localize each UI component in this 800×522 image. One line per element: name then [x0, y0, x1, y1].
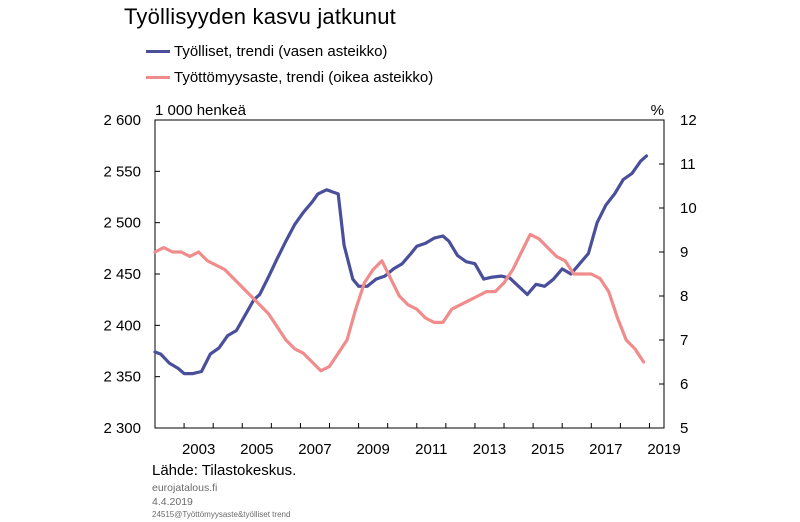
site-name: eurojatalous.fi — [152, 482, 218, 494]
series-line-unemployment — [153, 232, 646, 373]
x-tick-label: 2003 — [182, 441, 215, 458]
x-tick-label: 2017 — [589, 441, 622, 458]
left-tick-label: 2 400 — [103, 317, 141, 334]
right-tick-label: 5 — [680, 420, 688, 437]
legend-label-unemployment: Työttömyysaste, trendi (oikea asteikko) — [174, 68, 434, 86]
x-tick-label: 2009 — [356, 441, 389, 458]
x-tick-label: 2013 — [473, 441, 506, 458]
x-tick-label: 2007 — [298, 441, 331, 458]
right-tick-label: 7 — [680, 332, 688, 349]
legend-swatch-employed — [146, 49, 170, 53]
source-note: Lähde: Tilastokeskus. — [152, 462, 297, 479]
legend-item-unemployment: Työttömyysaste, trendi (oikea asteikko) — [146, 66, 433, 88]
publish-date: 4.4.2019 — [152, 496, 193, 508]
x-tick-label: 2005 — [240, 441, 273, 458]
series-line-employed — [153, 154, 649, 376]
legend-label-employed: Työlliset, trendi (vasen asteikko) — [174, 42, 388, 60]
right-tick-label: 11 — [680, 156, 696, 173]
right-tick-label: 8 — [680, 288, 688, 305]
left-tick-label: 2 600 — [103, 112, 141, 129]
x-tick-label: 2019 — [647, 441, 680, 458]
left-tick-label: 2 300 — [103, 420, 141, 437]
right-tick-label: 6 — [680, 376, 688, 393]
chart-title: Työllisyyden kasvu jatkunut — [124, 4, 396, 29]
chart-code: 24515@Työttömyysaste&työlliset trend — [152, 510, 291, 519]
x-tick-label: 2011 — [415, 441, 447, 458]
left-tick-label: 2 550 — [103, 163, 141, 180]
left-tick-label: 2 500 — [103, 215, 141, 232]
left-tick-label: 2 350 — [103, 369, 141, 386]
left-tick-label: 2 450 — [103, 266, 141, 283]
x-tick-label: 2015 — [531, 441, 564, 458]
right-tick-label: 10 — [680, 200, 697, 217]
legend-swatch-unemployment — [146, 75, 170, 79]
right-tick-label: 9 — [680, 244, 688, 261]
right-tick-label: 12 — [680, 112, 697, 129]
right-axis-unit-label: % — [651, 102, 664, 119]
left-axis-unit-label: 1 000 henkeä — [155, 102, 247, 119]
legend-item-employed: Työlliset, trendi (vasen asteikko) — [146, 40, 387, 62]
